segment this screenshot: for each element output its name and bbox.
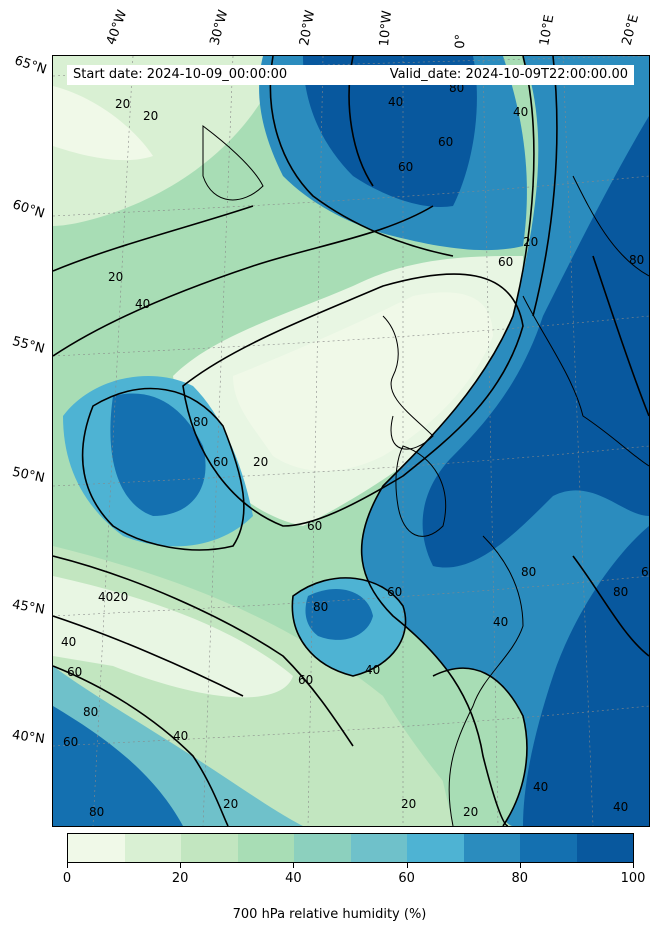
dry-northwest <box>53 56 283 226</box>
graticule <box>53 56 649 826</box>
longitude-label: 20°E <box>619 12 643 48</box>
contour-label: 60 <box>641 565 649 579</box>
latitude-label: 45°N <box>10 597 46 618</box>
colorbar-tick <box>406 863 408 868</box>
colorbar-tick <box>519 863 521 868</box>
coastlines <box>202 124 649 826</box>
latitude-label: 60°N <box>10 197 47 222</box>
contour-label: 80 <box>193 415 208 429</box>
contour-label-group: 20 20 80 40 40 60 60 20 20 40 60 80 20 4… <box>61 81 649 819</box>
colorbar <box>67 833 634 863</box>
latitude-label: 40°N <box>11 727 46 748</box>
colorbar-segment <box>68 834 125 862</box>
colorbar-ticks: 0 20 40 60 80 100 <box>63 863 645 887</box>
colorbar-tick-label: 20 <box>171 871 189 886</box>
colorbar-segment <box>576 834 633 862</box>
longitude-label: 30°W <box>207 8 232 47</box>
colorbar-tick-label: 0 <box>62 871 72 886</box>
colorbar-segment <box>520 834 577 862</box>
contour-label: 40 <box>388 95 403 109</box>
very-moist-north-central <box>303 56 477 207</box>
colorbar-tick-label: 80 <box>511 871 529 886</box>
longitude-label: 0° <box>453 33 469 49</box>
contour-label: 60 <box>298 673 313 687</box>
dry-band-southwest <box>53 576 293 698</box>
map-panel: 20 20 80 40 40 60 60 20 20 40 60 80 20 4… <box>52 55 650 827</box>
colorbar-title: 700 hPa relative humidity (%) <box>232 907 427 922</box>
contour-label: 20 <box>463 805 478 819</box>
contour-label: 80 <box>613 585 628 599</box>
dry-band-iberia <box>430 668 527 826</box>
contour-label: 40 <box>533 780 548 794</box>
contour-label: 20 <box>115 97 130 111</box>
colorbar-tick <box>67 863 68 868</box>
contour-label: 20 <box>143 109 158 123</box>
contour-lines <box>53 56 649 826</box>
colorbar-segment <box>237 834 294 862</box>
colorbar-segment <box>124 834 181 862</box>
contour-label: 20 <box>108 270 123 284</box>
contour-label: 40 <box>98 590 113 604</box>
longitude-label: 10°W <box>377 9 396 47</box>
colorbar-tick-label: 100 <box>620 871 646 886</box>
contour-label: 60 <box>398 160 413 174</box>
contour-label: 60 <box>498 255 513 269</box>
start-date-label: Start date: 2024-10-09_00:00:00 <box>73 67 288 82</box>
colorbar-segment <box>181 834 238 862</box>
very-moist-biscay <box>305 588 373 640</box>
contour-label: 80 <box>313 600 328 614</box>
contour-label: 40 <box>613 800 628 814</box>
very-moist-east-south <box>523 526 649 826</box>
colorbar-tick-label: 40 <box>285 871 302 886</box>
latitude-label: 50°N <box>10 464 46 487</box>
contour-label: 40 <box>365 663 380 677</box>
contour-label: 80 <box>83 705 98 719</box>
contour-label: 20 <box>523 235 538 249</box>
contour-label: 40 <box>513 105 528 119</box>
contour-label: 20 <box>223 797 238 811</box>
humidity-map: 20 20 80 40 40 60 60 20 20 40 60 80 20 4… <box>53 56 649 826</box>
contour-label: 60 <box>67 665 82 679</box>
contour-label: 60 <box>307 519 322 533</box>
contour-label: 60 <box>213 455 228 469</box>
info-bar: Start date: 2024-10-09_00:00:00 Valid_da… <box>67 65 634 85</box>
driest-tongue-central <box>233 292 493 471</box>
very-moist-southwest <box>53 706 183 826</box>
colorbar-tick <box>180 863 182 868</box>
colorbar-segment <box>350 834 407 862</box>
contour-label: 20 <box>253 455 268 469</box>
colorbar-tick-label: 60 <box>398 871 415 886</box>
latitude-label: 65°N <box>12 53 49 78</box>
contour-label: 20 <box>401 797 416 811</box>
contour-label: 80 <box>89 805 104 819</box>
contour-label: 60 <box>387 585 402 599</box>
contour-label: 20 <box>113 590 128 604</box>
very-moist-west <box>110 393 206 516</box>
very-moist-east-north <box>422 116 649 568</box>
colorbar-tick <box>633 863 634 868</box>
contour-label: 40 <box>493 615 508 629</box>
longitude-label: 40°W <box>103 8 131 47</box>
colorbar-segment <box>407 834 464 862</box>
contour-label: 40 <box>135 297 150 311</box>
valid-date-label: Valid_date: 2024-10-09T22:00:00.00 <box>389 67 628 82</box>
longitude-label: 10°E <box>537 13 558 47</box>
contour-label: 60 <box>63 735 78 749</box>
contour-label: 40 <box>61 635 76 649</box>
longitude-label: 20°W <box>297 9 319 48</box>
contour-label: 80 <box>629 253 644 267</box>
driest-northwest <box>53 86 153 161</box>
contour-label: 40 <box>173 729 188 743</box>
contour-label: 60 <box>438 135 453 149</box>
latitude-label: 55°N <box>10 334 47 357</box>
contour-label: 80 <box>521 565 536 579</box>
colorbar-segment <box>294 834 351 862</box>
colorbar-segment <box>463 834 520 862</box>
colorbar-tick <box>293 863 295 868</box>
